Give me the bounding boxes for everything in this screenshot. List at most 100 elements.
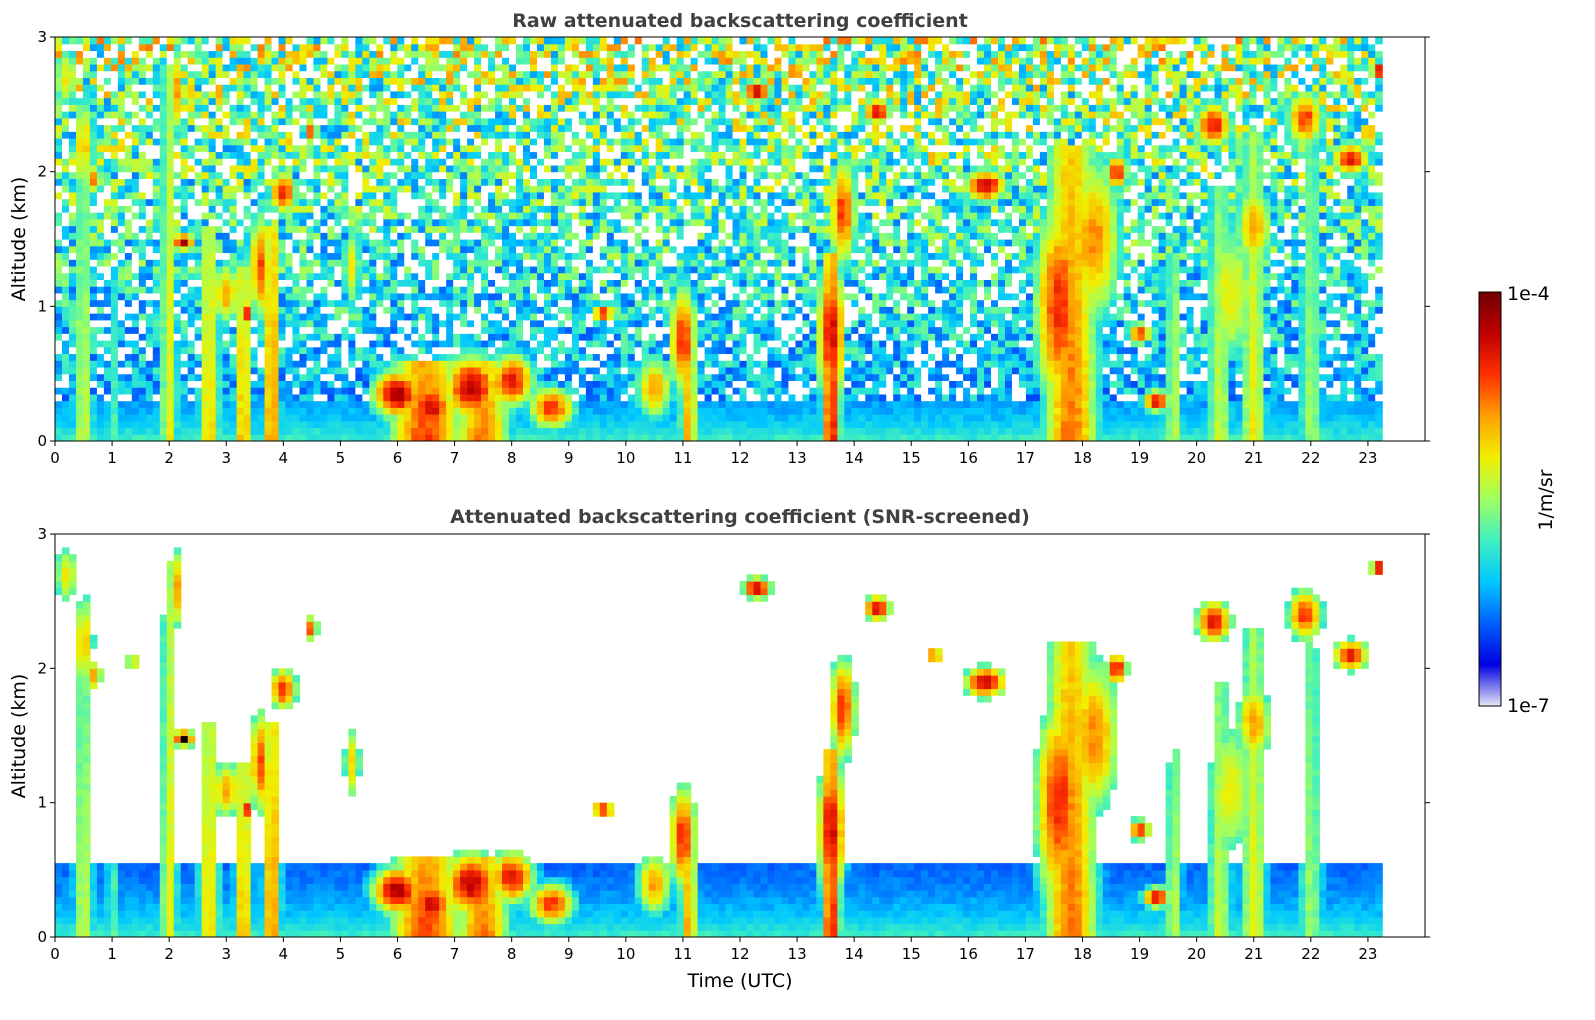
- heatmap-cell: [166, 164, 175, 173]
- heatmap-cell: [411, 232, 419, 240]
- heatmap-cell: [502, 306, 510, 314]
- heatmap-cell: [585, 265, 594, 274]
- heatmap-cell: [285, 144, 294, 153]
- heatmap-cell: [543, 131, 552, 139]
- heatmap-cell: [82, 346, 91, 355]
- heatmap-cell: [257, 427, 266, 435]
- heatmap-cell: [138, 97, 147, 105]
- heatmap-cell: [516, 198, 524, 206]
- heatmap-cell: [180, 97, 189, 105]
- heatmap-cell: [68, 346, 77, 355]
- heatmap-cell: [166, 286, 175, 294]
- heatmap-cell: [222, 232, 231, 240]
- heatmap-cell: [599, 185, 608, 193]
- heatmap-cell: [145, 232, 154, 240]
- heatmap-cell: [516, 239, 524, 247]
- heatmap-cell: [208, 366, 217, 375]
- heatmap-cell: [634, 407, 643, 415]
- heatmap-cell: [557, 326, 566, 334]
- heatmap-cell: [432, 245, 440, 254]
- heatmap-cell: [159, 104, 168, 112]
- heatmap-cell: [187, 387, 196, 395]
- heatmap-cell: [194, 299, 203, 307]
- heatmap-cell: [285, 353, 294, 361]
- heatmap-cell: [327, 427, 336, 435]
- heatmap-cell: [453, 191, 461, 200]
- heatmap-cell: [138, 37, 147, 45]
- heatmap-cell: [627, 239, 636, 247]
- heatmap-cell: [173, 319, 182, 328]
- heatmap-cell: [439, 124, 447, 132]
- heatmap-cell: [271, 151, 280, 159]
- heatmap-cell: [117, 434, 126, 441]
- heatmap-cell: [425, 124, 433, 132]
- heatmap-cell: [529, 326, 538, 334]
- heatmap-cell: [578, 57, 587, 65]
- heatmap-cell: [355, 272, 363, 280]
- heatmap-cell: [460, 63, 468, 72]
- heatmap-cell: [439, 340, 447, 348]
- heatmap-cell: [362, 131, 370, 139]
- heatmap-cell: [509, 185, 517, 193]
- heatmap-cell: [376, 158, 384, 166]
- heatmap-cell: [131, 171, 140, 179]
- heatmap-cell: [564, 63, 573, 72]
- heatmap-cell: [383, 414, 391, 422]
- heatmap-cell: [82, 265, 91, 274]
- heatmap-cell: [334, 279, 342, 287]
- heatmap-cell: [467, 313, 475, 321]
- heatmap-cell: [250, 407, 259, 415]
- heatmap-cell: [68, 164, 77, 173]
- heatmap-cell: [460, 77, 468, 85]
- heatmap-cell: [529, 57, 538, 65]
- heatmap-cell: [264, 427, 273, 435]
- heatmap-cell: [264, 212, 273, 220]
- heatmap-cell: [110, 218, 119, 227]
- heatmap-cell: [599, 84, 608, 92]
- heatmap-cell: [550, 104, 559, 112]
- heatmap-cell: [418, 37, 426, 45]
- heatmap-cell: [557, 57, 566, 65]
- heatmap-cell: [404, 158, 412, 166]
- heatmap-cell: [250, 178, 259, 186]
- heatmap-cell: [599, 353, 608, 361]
- heatmap-cell: [543, 77, 552, 85]
- heatmap-cell: [439, 265, 447, 274]
- heatmap-cell: [180, 205, 189, 213]
- heatmap-cell: [550, 366, 559, 375]
- heatmap-cell: [264, 340, 273, 348]
- heatmap-cell: [502, 218, 510, 227]
- heatmap-cell: [194, 353, 203, 361]
- heatmap-cell: [495, 144, 503, 153]
- heatmap-cell: [571, 77, 580, 85]
- heatmap-cell: [369, 218, 377, 227]
- heatmap-cell: [523, 407, 531, 415]
- heatmap-cell: [131, 326, 140, 334]
- heatmap-cell: [313, 205, 322, 213]
- heatmap-cell: [320, 37, 329, 45]
- heatmap-cell: [425, 158, 433, 166]
- heatmap-cell: [75, 97, 84, 105]
- heatmap-cell: [488, 178, 496, 186]
- heatmap-cell: [599, 400, 608, 408]
- heatmap-cell: [529, 90, 538, 99]
- heatmap-cell: [502, 380, 510, 388]
- heatmap-cell: [103, 265, 112, 274]
- heatmap-cell: [124, 299, 133, 307]
- heatmap-cell: [166, 77, 175, 85]
- heatmap-cell: [96, 400, 105, 408]
- heatmap-cell: [131, 387, 140, 395]
- heatmap-cell: [278, 212, 287, 220]
- heatmap-cell: [299, 178, 308, 186]
- heatmap-cell: [404, 225, 412, 233]
- heatmap-cell: [201, 299, 210, 307]
- heatmap-cell: [564, 292, 573, 301]
- heatmap-cell: [613, 70, 622, 78]
- heatmap-cell: [61, 279, 70, 287]
- heatmap-cell: [536, 124, 545, 132]
- heatmap-cell: [390, 232, 398, 240]
- heatmap-cell: [453, 420, 461, 429]
- heatmap-cell: [320, 178, 329, 186]
- heatmap-cell: [613, 151, 622, 159]
- heatmap-cell: [243, 90, 252, 99]
